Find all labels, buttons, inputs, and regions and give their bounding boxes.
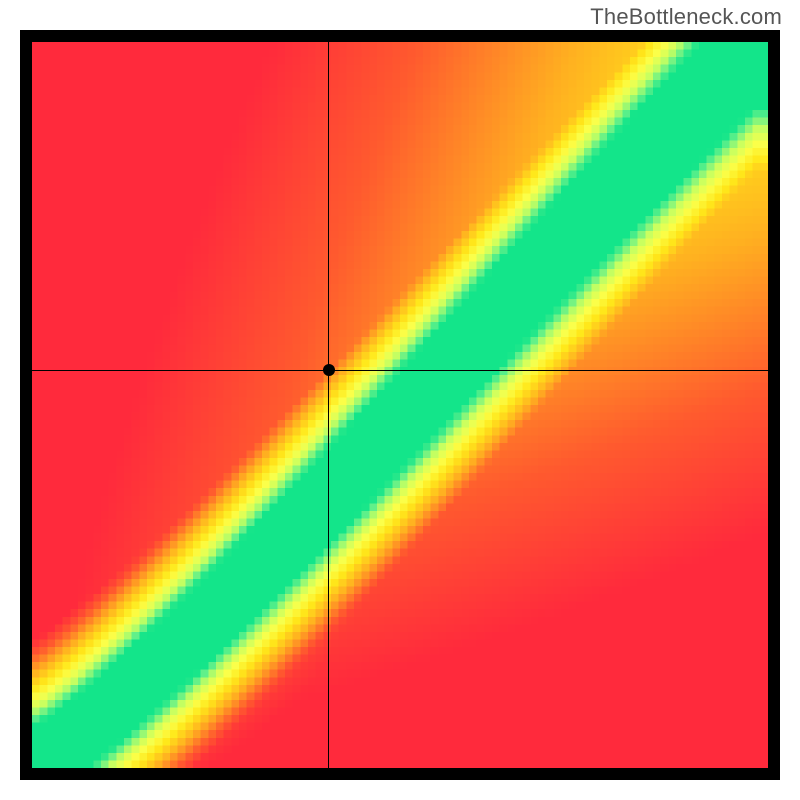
crosshair-vertical <box>328 42 329 768</box>
crosshair-horizontal <box>32 370 768 371</box>
crosshair-marker <box>323 364 335 376</box>
heatmap-frame <box>20 30 780 780</box>
root-container: TheBottleneck.com <box>0 0 800 800</box>
heatmap-canvas <box>32 42 768 768</box>
watermark-text: TheBottleneck.com <box>590 4 782 30</box>
